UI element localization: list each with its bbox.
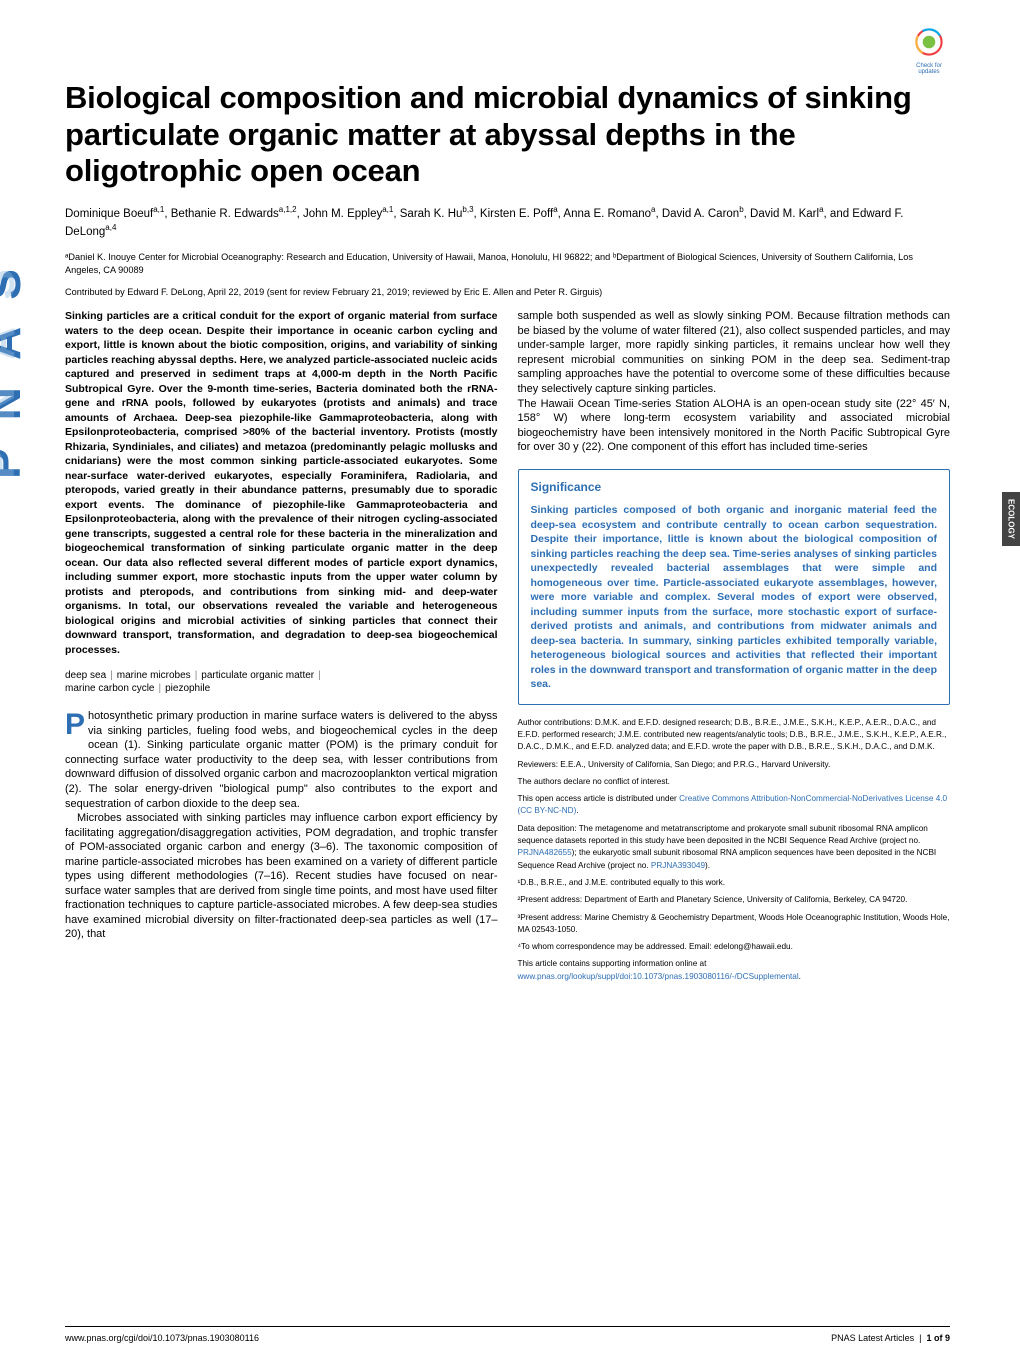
reviewers: Reviewers: E.E.A., University of Califor…	[518, 759, 951, 771]
check-updates-badge[interactable]: Check for updates	[908, 28, 950, 75]
category-side-tab: ECOLOGY	[1002, 492, 1020, 546]
keyword: marine carbon cycle	[65, 683, 154, 694]
license-pre: This open access article is distributed …	[518, 794, 680, 803]
dropcap: P	[65, 709, 88, 740]
keyword: particulate organic matter	[201, 670, 314, 681]
page-footer: www.pnas.org/cgi/doi/10.1073/pnas.190308…	[65, 1326, 950, 1343]
significance-heading: Significance	[531, 480, 938, 496]
check-updates-label: Check for updates	[908, 63, 950, 75]
keywords-line: deep sea|marine microbes|particulate org…	[65, 669, 498, 695]
supplemental-link[interactable]: www.pnas.org/lookup/suppl/doi:10.1073/pn…	[518, 972, 799, 981]
footer-doi[interactable]: www.pnas.org/cgi/doi/10.1073/pnas.190308…	[65, 1333, 259, 1343]
data-deposition: Data deposition: The metagenome and meta…	[518, 823, 951, 872]
keyword: piezophile	[165, 683, 210, 694]
supp-post: .	[799, 972, 801, 981]
contributed-line: Contributed by Edward F. DeLong, April 2…	[65, 287, 950, 297]
article-title: Biological composition and microbial dyn…	[65, 80, 950, 190]
accession-link-2[interactable]: PRJNA393049	[651, 861, 705, 870]
svg-text:P N A S: P N A S	[0, 261, 24, 479]
significance-text: Sinking particles composed of both organ…	[531, 503, 938, 691]
affiliations: ᵃDaniel K. Inouye Center for Microbial O…	[65, 251, 950, 278]
dep-pre: Data deposition: The metagenome and meta…	[518, 824, 928, 845]
col2-p2: The Hawaii Ocean Time-series Station ALO…	[518, 397, 951, 455]
accession-link-1[interactable]: PRJNA482655	[518, 848, 572, 857]
footnote-4: ⁴To whom correspondence may be addressed…	[518, 941, 951, 953]
footer-page-number: 1 of 9	[926, 1333, 950, 1343]
body-p1: hotosynthetic primary production in mari…	[65, 710, 498, 809]
supplemental-info: This article contains supporting informa…	[518, 958, 951, 983]
significance-box: Significance Sinking particles composed …	[518, 469, 951, 705]
keyword: marine microbes	[117, 670, 191, 681]
col2-p1: sample both suspended as well as slowly …	[518, 309, 951, 396]
footnote-2: ²Present address: Department of Earth an…	[518, 894, 951, 906]
dep-post: ).	[705, 861, 710, 870]
body-p2: Microbes associated with sinking particl…	[65, 811, 498, 942]
footnote-3: ³Present address: Marine Chemistry & Geo…	[518, 912, 951, 937]
body-text-left: Photosynthetic primary production in mar…	[65, 709, 498, 941]
footer-journal: PNAS Latest Articles	[831, 1333, 914, 1343]
pnas-sidebar-logo: P N A S P N A S	[0, 120, 40, 620]
keyword: deep sea	[65, 670, 106, 681]
author-contributions: Author contributions: D.M.K. and E.F.D. …	[518, 717, 951, 754]
supp-pre: This article contains supporting informa…	[518, 959, 707, 968]
conflict-statement: The authors declare no conflict of inter…	[518, 776, 951, 788]
license-line: This open access article is distributed …	[518, 793, 951, 818]
crossmark-icon	[915, 28, 943, 56]
footnote-1: ¹D.B., B.R.E., and J.M.E. contributed eq…	[518, 877, 951, 889]
author-list: Dominique Boeufa,1, Bethanie R. Edwardsa…	[65, 204, 950, 241]
body-text-right: sample both suspended as well as slowly …	[518, 309, 951, 454]
metadata-block: Author contributions: D.M.K. and E.F.D. …	[518, 717, 951, 983]
abstract-text: Sinking particles are a critical conduit…	[65, 309, 498, 657]
dep-mid: ); the eukaryotic small subunit ribosoma…	[518, 848, 937, 869]
license-post: .	[576, 806, 578, 815]
